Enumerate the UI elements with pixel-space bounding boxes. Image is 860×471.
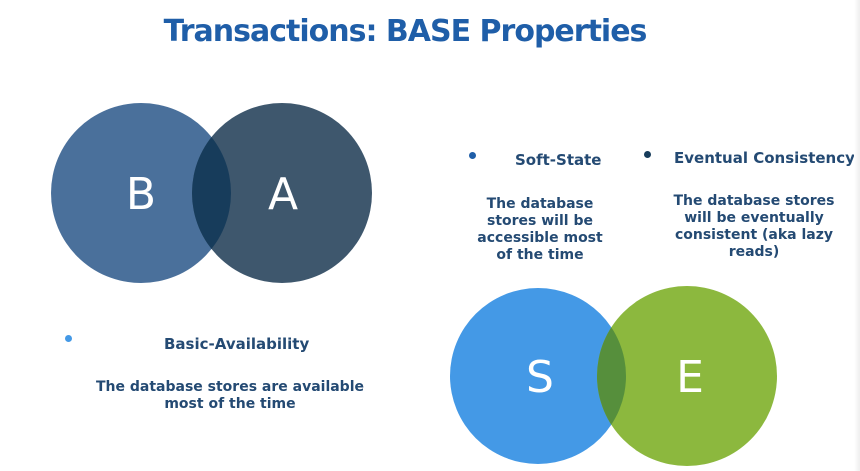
soft-state-description: The database stores will be accessible m… [477,196,603,263]
basic-availability-heading: Basic-Availability [164,335,310,353]
bullet-soft-state [469,152,476,159]
circle-e [597,286,777,466]
letter-b: B [126,169,156,220]
window-edge-shadow [854,0,860,471]
venn-ba: B A [51,103,372,283]
slide-title: Transactions: BASE Properties [163,14,648,49]
letter-e: E [676,352,704,403]
letter-a: A [268,169,298,220]
circle-s [450,288,626,464]
circle-a [192,103,372,283]
bullet-basic-availability [65,335,72,342]
bullet-eventual-consistency [644,151,651,158]
eventual-consistency-description: The database stores will be eventually c… [673,193,835,260]
circle-b [51,103,231,283]
eventual-consistency-heading: Eventual Consistency [674,149,855,167]
letter-s: S [526,352,554,403]
basic-availability-description: The database stores are available most o… [95,379,365,412]
venn-se: S E [450,286,777,466]
soft-state-heading: Soft-State [515,151,602,169]
